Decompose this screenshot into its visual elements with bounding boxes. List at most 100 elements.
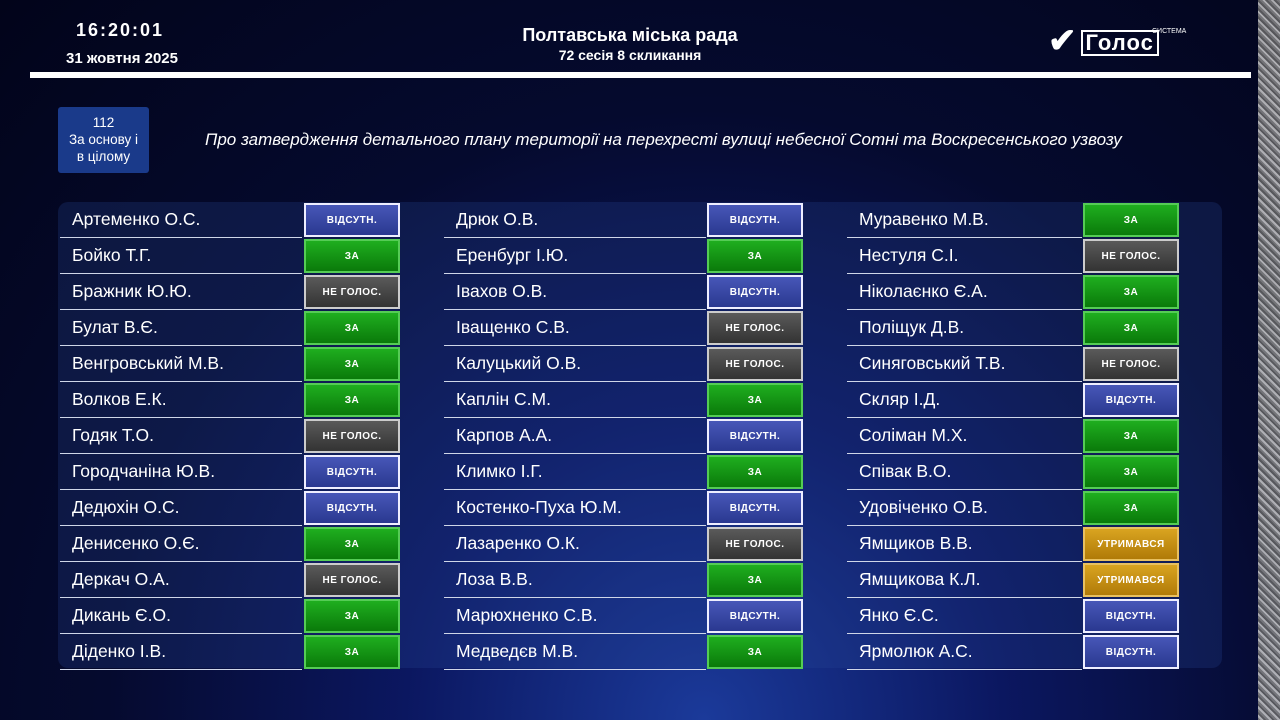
deputy-name: Ямщиков В.В. — [859, 533, 973, 553]
deputy-name: Булат В.Є. — [72, 317, 158, 337]
deputy-row: Янко Є.С. ВІДСУТН. — [847, 598, 1179, 634]
deputy-row: Скляр І.Д. ВІДСУТН. — [847, 382, 1179, 418]
vote-status-badge: ВІДСУТН. — [1083, 599, 1179, 633]
vote-status-badge: ЗА — [304, 347, 400, 381]
deputy-name: Венгровський М.В. — [72, 353, 224, 373]
deputy-row: Удовіченко О.В. ЗА — [847, 490, 1179, 526]
deputy-name: Іващенко С.В. — [456, 317, 570, 337]
deputy-column: Муравенко М.В. ЗА Нестуля С.І. НЕ ГОЛОС. Нік… — [847, 202, 1179, 670]
deputy-row: Нестуля С.І. НЕ ГОЛОС. — [847, 238, 1179, 274]
date: 31 жовтня 2025 — [66, 50, 178, 67]
session-subtitle: 72 сесія 8 скликання — [558, 47, 702, 63]
deputy-name: Івахов О.В. — [456, 281, 548, 301]
deputy-name: Карпов А.А. — [456, 425, 553, 445]
deputy-row: Поліщук Д.В. ЗА — [847, 310, 1179, 346]
deputy-column: Дрюк О.В. ВІДСУТН. Еренбург І.Ю. ЗА Івахов О… — [444, 202, 803, 670]
deputy-name: Лоза В.В. — [456, 569, 533, 589]
vote-status-badge: ВІДСУТН. — [304, 455, 400, 489]
deputy-name: Лазаренко О.К. — [456, 533, 580, 553]
deputy-name: Ярмолюк А.С. — [859, 641, 973, 661]
decorative-ornament-border — [1258, 0, 1280, 720]
deputy-row: Ямщикова К.Л. УТРИМАВСЯ — [847, 562, 1179, 598]
vote-status-badge: УТРИМАВСЯ — [1083, 563, 1179, 597]
deputy-row: Лазаренко О.К. НЕ ГОЛОС. — [444, 526, 803, 562]
deputy-row: Волков Е.К. ЗА — [60, 382, 400, 418]
deputy-name: Ніколаєнко Є.А. — [859, 281, 988, 301]
deputy-name: Годяк Т.О. — [72, 425, 154, 445]
vote-status-badge: ЗА — [304, 527, 400, 561]
logo-small-text: СИСТЕМА — [1152, 28, 1187, 35]
deputy-row: Діденко І.В. ЗА — [60, 634, 400, 670]
vote-status-badge: НЕ ГОЛОС. — [304, 275, 400, 309]
deputy-row: Муравенко М.В. ЗА — [847, 202, 1179, 238]
deputy-row: Еренбург І.Ю. ЗА — [444, 238, 803, 274]
deputy-name: Бражник Ю.Ю. — [72, 281, 192, 301]
vote-status-badge: ЗА — [1083, 455, 1179, 489]
header-divider — [30, 72, 1251, 78]
vote-status-badge: ЗА — [1083, 203, 1179, 237]
vote-status-badge: ЗА — [1083, 311, 1179, 345]
vote-status-badge: ЗА — [707, 239, 803, 273]
results-panel — [58, 202, 1222, 668]
vote-status-badge: ЗА — [1083, 419, 1179, 453]
vote-status-badge: ЗА — [1083, 491, 1179, 525]
vote-status-badge: НЕ ГОЛОС. — [1083, 239, 1179, 273]
deputy-row: Дикань Є.О. ЗА — [60, 598, 400, 634]
logo-word: Голос — [1080, 30, 1159, 56]
deputy-name: Янко Є.С. — [859, 605, 939, 625]
deputy-row: Соліман М.Х. ЗА — [847, 418, 1179, 454]
vote-status-badge: ЗА — [304, 635, 400, 669]
vote-status-badge: ЗА — [1083, 275, 1179, 309]
deputy-row: Карпов А.А. ВІДСУТН. — [444, 418, 803, 454]
vote-type-line1: За основу і — [68, 132, 138, 147]
deputy-row: Дрюк О.В. ВІДСУТН. — [444, 202, 803, 238]
deputy-name: Дрюк О.В. — [456, 209, 539, 229]
deputy-name: Поліщук Д.В. — [859, 317, 965, 337]
vote-status-badge: ВІДСУТН. — [707, 203, 803, 237]
deputy-name: Скляр І.Д. — [859, 389, 941, 409]
question-number-badge: 112 За основу і в цілому — [58, 107, 149, 173]
deputy-row: Костенко-Пуха Ю.М. ВІДСУТН. — [444, 490, 803, 526]
deputy-name: Деркач О.А. — [72, 569, 170, 589]
deputy-row: Бражник Ю.Ю. НЕ ГОЛОС. — [60, 274, 400, 310]
deputy-row: Ямщиков В.В. УТРИМАВСЯ — [847, 526, 1179, 562]
deputy-row: Ніколаєнко Є.А. ЗА — [847, 274, 1179, 310]
deputy-row: Івахов О.В. ВІДСУТН. — [444, 274, 803, 310]
deputy-name: Костенко-Пуха Ю.М. — [456, 497, 622, 517]
deputy-name: Денисенко О.Є. — [72, 533, 200, 553]
vote-status-badge: ВІДСУТН. — [1083, 635, 1179, 669]
clock: 16:20:01 — [76, 20, 165, 40]
vote-status-badge: НЕ ГОЛОС. — [707, 311, 803, 345]
deputy-name: Городчаніна Ю.В. — [72, 461, 216, 481]
vote-status-badge: ЗА — [304, 383, 400, 417]
deputy-name: Ямщикова К.Л. — [859, 569, 981, 589]
vote-status-badge: НЕ ГОЛОС. — [304, 563, 400, 597]
deputy-column: Артеменко О.С. ВІДСУТН. Бойко Т.Г. ЗА Бражни… — [60, 202, 400, 670]
deputy-row: Ярмолюк А.С. ВІДСУТН. — [847, 634, 1179, 670]
deputy-row: Марюхненко С.В. ВІДСУТН. — [444, 598, 803, 634]
vote-status-badge: ЗА — [707, 563, 803, 597]
vote-type-line2: в цілому — [76, 149, 131, 164]
deputy-row: Калуцький О.В. НЕ ГОЛОС. — [444, 346, 803, 382]
deputy-name: Медведєв М.В. — [456, 641, 579, 661]
council-title: Полтавська міська рада — [522, 25, 738, 45]
vote-status-badge: ЗА — [304, 599, 400, 633]
vote-status-badge: ЗА — [707, 635, 803, 669]
deputy-row: Лоза В.В. ЗА — [444, 562, 803, 598]
question-number: 112 — [92, 115, 115, 130]
deputy-row: Синяговський Т.В. НЕ ГОЛОС. — [847, 346, 1179, 382]
deputy-name: Соліман М.Х. — [859, 425, 968, 445]
vote-status-badge: ЗА — [707, 383, 803, 417]
vote-status-badge: ЗА — [304, 311, 400, 345]
deputy-row: Булат В.Є. ЗА — [60, 310, 400, 346]
vote-status-badge: ВІДСУТН. — [1083, 383, 1179, 417]
vote-status-badge: ЗА — [707, 455, 803, 489]
deputy-name: Каплін С.М. — [456, 389, 551, 409]
deputy-name: Дикань Є.О. — [72, 605, 171, 625]
deputy-name: Бойко Т.Г. — [72, 245, 152, 265]
deputy-row: Каплін С.М. ЗА — [444, 382, 803, 418]
vote-status-badge: ВІДСУТН. — [707, 491, 803, 525]
checkmark-icon: ✔ — [1048, 22, 1077, 60]
deputy-row: Климко І.Г. ЗА — [444, 454, 803, 490]
vote-status-badge: НЕ ГОЛОС. — [707, 347, 803, 381]
